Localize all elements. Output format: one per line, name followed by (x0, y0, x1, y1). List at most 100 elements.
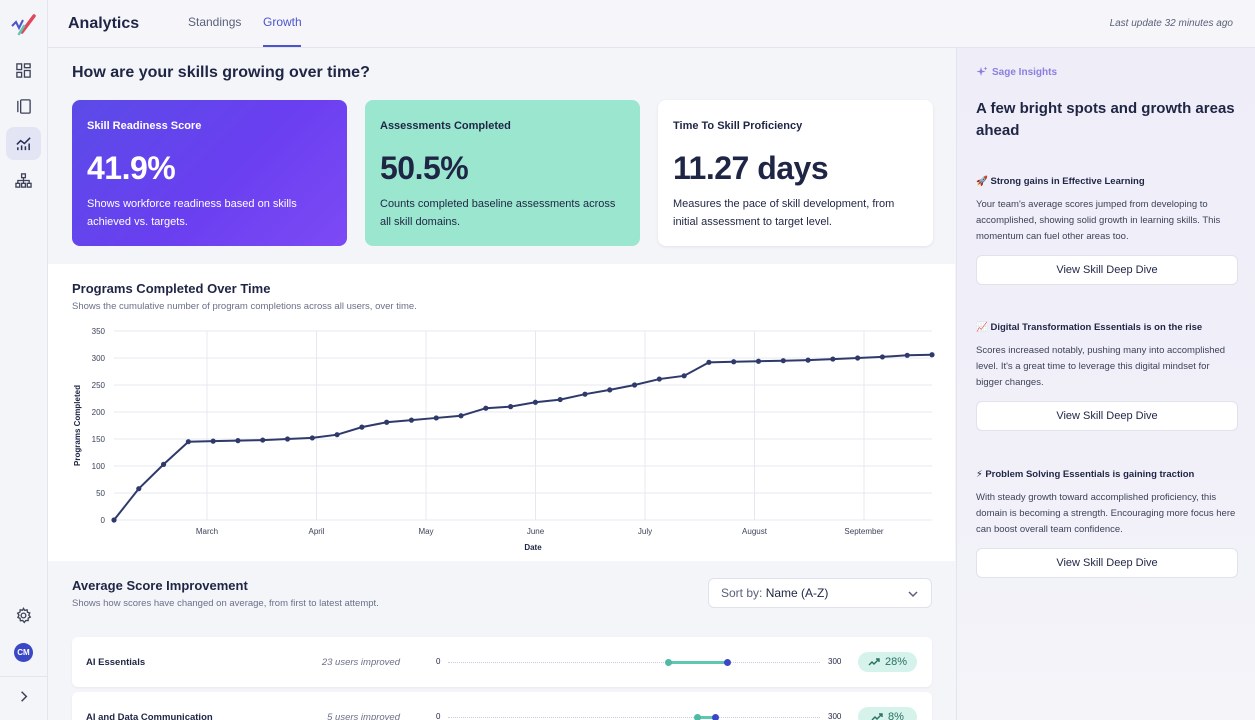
last-update-text: Last update 32 minutes ago (1109, 18, 1233, 29)
row-improvement-bar (697, 716, 716, 719)
insight-item: 📈 Digital Transformation Essentials is o… (976, 322, 1238, 431)
avatar[interactable]: CM (14, 643, 33, 662)
top-header: Analytics Standings Growth Last update 3… (48, 0, 1255, 48)
data-point (433, 415, 439, 421)
insight-heading: 🚀 Strong gains in Effective Learning (976, 176, 1145, 187)
org-chart-icon[interactable] (6, 164, 41, 197)
data-point (656, 376, 662, 382)
row-end-marker (712, 714, 720, 720)
data-point (136, 486, 142, 492)
row-skill-name: AI and Data Communication (86, 712, 213, 720)
data-point (879, 354, 886, 360)
chart-title: Programs Completed Over Time (72, 281, 271, 296)
lightning-icon: ⚡ (976, 469, 983, 480)
metric-value: 41.9% (87, 150, 176, 186)
data-point (731, 359, 737, 365)
data-point (532, 399, 538, 405)
row-scale-min: 0 (436, 712, 441, 720)
app-title: Analytics (68, 15, 140, 32)
x-tick-label: March (196, 527, 218, 536)
analytics-icon[interactable] (6, 127, 41, 160)
insight-item: ⚡ Problem Solving Essentials is gaining … (976, 469, 1238, 578)
row-track (448, 662, 820, 663)
x-tick-label: August (742, 527, 768, 536)
improvement-subtitle: Shows how scores have changed on average… (72, 598, 379, 609)
row-change-badge: 8% (858, 707, 917, 720)
data-point (780, 358, 786, 364)
x-axis-title: Date (524, 543, 542, 552)
x-tick-label: May (418, 527, 433, 536)
programs-chart-panel: Programs Completed Over Time Shows the c… (48, 264, 955, 561)
tab-growth[interactable]: Growth (263, 15, 302, 29)
data-point (160, 461, 167, 467)
y-tick-label: 50 (96, 489, 105, 498)
view-skill-deep-dive-button[interactable]: View Skill Deep Dive (976, 401, 1238, 431)
insight-heading: ⚡ Problem Solving Essentials is gaining … (976, 469, 1195, 480)
y-tick-label: 150 (92, 435, 106, 444)
library-icon[interactable] (6, 90, 41, 123)
sort-label: Sort by: (721, 586, 763, 600)
data-point (260, 437, 266, 443)
chart-increasing-icon: 📈 (976, 322, 988, 333)
metric-label: Assessments Completed (380, 120, 511, 132)
rocket-icon: 🚀 (976, 176, 988, 187)
x-tick-label: July (638, 527, 652, 536)
expand-icon[interactable] (6, 680, 41, 713)
data-point (830, 356, 836, 362)
metric-description: Shows workforce readiness based on skill… (87, 198, 297, 228)
row-users-improved: 23 users improved (321, 657, 400, 668)
y-tick-label: 200 (92, 408, 106, 417)
sidebar: CM (0, 0, 48, 720)
settings-icon[interactable] (6, 599, 41, 632)
row-track (448, 717, 820, 718)
y-axis-title: Programs Completed (73, 385, 82, 466)
metric-value: 11.27 days (673, 150, 829, 186)
y-tick-label: 100 (92, 462, 106, 471)
improvement-row[interactable]: AI and Data Communication 5 users improv… (72, 692, 932, 720)
sort-value: Name (A-Z) (765, 586, 829, 600)
data-point (805, 357, 811, 363)
trending-up-icon (871, 713, 883, 720)
metric-value: 50.5% (380, 150, 469, 186)
chart-subtitle: Shows the cumulative number of program c… (72, 301, 417, 312)
metric-description: Counts completed baseline assessments ac… (380, 198, 616, 228)
data-point (508, 404, 514, 410)
main-content: How are your skills growing over time? S… (48, 48, 955, 720)
row-start-marker (694, 714, 702, 720)
data-point (582, 391, 588, 397)
y-tick-label: 300 (92, 354, 106, 363)
data-point (185, 439, 191, 445)
view-skill-deep-dive-button[interactable]: View Skill Deep Dive (976, 255, 1238, 285)
data-point (334, 432, 340, 438)
data-point (607, 387, 613, 393)
row-skill-name: AI Essentials (86, 657, 146, 668)
tab-standings[interactable]: Standings (188, 15, 242, 29)
data-point (309, 435, 315, 441)
insight-text: Scores increased notably, pushing many i… (976, 345, 1226, 388)
metric-label: Skill Readiness Score (87, 120, 202, 132)
metric-description: Measures the pace of skill development, … (673, 198, 895, 228)
row-scale-max: 300 (828, 657, 842, 666)
series-line (113, 353, 933, 521)
improvement-row[interactable]: AI Essentials 23 users improved 0 300 28… (72, 637, 932, 687)
insight-text: Your team's average scores jumped from d… (976, 199, 1221, 242)
data-point (483, 405, 489, 411)
logo-icon[interactable] (10, 12, 38, 36)
sparkle-icon (976, 66, 988, 76)
data-point (284, 436, 291, 442)
data-point (408, 417, 415, 423)
data-point (929, 352, 935, 358)
insights-label: Sage Insights (976, 66, 1057, 78)
data-point (755, 358, 762, 364)
view-skill-deep-dive-button[interactable]: View Skill Deep Dive (976, 548, 1238, 578)
sort-dropdown[interactable]: Sort by: Name (A-Z) (708, 578, 932, 608)
active-tab-indicator (263, 45, 301, 47)
metric-card-skill-readiness: Skill Readiness Score 41.9% Shows workfo… (72, 100, 347, 246)
data-point (706, 359, 712, 365)
y-tick-label: 350 (92, 327, 106, 336)
data-point (681, 373, 687, 379)
data-point (111, 517, 117, 523)
insight-text: With steady growth toward accomplished p… (976, 492, 1236, 535)
row-users-improved: 5 users improved (327, 712, 400, 720)
dashboard-icon[interactable] (6, 54, 41, 87)
